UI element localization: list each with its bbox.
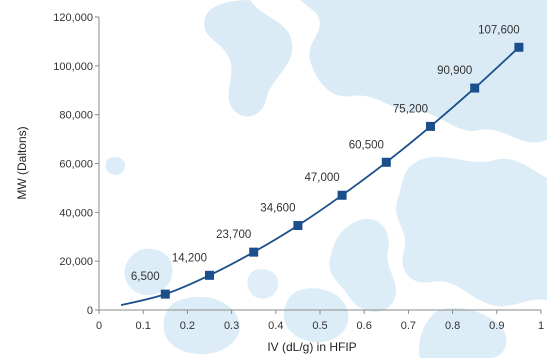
data-point-label: 14,200 — [172, 252, 207, 264]
data-point-marker — [381, 157, 391, 167]
data-point-label: 107,600 — [478, 24, 520, 36]
x-axis-title: IV (dL/g) in HFIP — [267, 340, 356, 354]
y-tick-label: 60,000 — [59, 159, 93, 171]
x-tick-label: 0.2 — [180, 320, 195, 332]
data-point-marker — [426, 121, 435, 131]
x-tick-label: 0.9 — [489, 320, 504, 332]
y-axis-title: MW (Daltons) — [15, 126, 29, 199]
x-axis-ticks: 0 0.1 0.2 0.3 0.4 0.5 0.6 0.7 0.8 0.9 1 — [96, 310, 544, 332]
y-axis-ticks: 0 20,000 40,000 60,000 80,000 100,000 120,000 — [53, 12, 99, 317]
data-point-label: 34,600 — [260, 203, 295, 215]
x-tick-label: 0.3 — [224, 320, 239, 332]
data-point-marker — [293, 221, 303, 231]
data-point-marker — [337, 190, 347, 200]
x-tick-label: 0.4 — [268, 320, 283, 332]
watermark-blob — [105, 156, 126, 176]
y-tick-label: 40,000 — [59, 207, 93, 219]
watermark-blob — [163, 296, 240, 355]
data-point-marker — [470, 83, 480, 93]
y-tick-label: 80,000 — [59, 110, 93, 122]
watermark-blob — [124, 248, 173, 296]
data-labels: 6,500 14,200 23,700 34,600 47,000 60,500 75,20… — [131, 24, 520, 283]
y-tick-label: 100,000 — [53, 61, 93, 73]
x-tick-label: 0.6 — [357, 320, 372, 332]
x-tick-label: 1 — [538, 320, 544, 332]
watermark-blob — [204, 0, 293, 117]
data-markers — [160, 42, 524, 299]
y-tick-label: 120,000 — [53, 12, 93, 24]
data-point-label: 60,500 — [349, 139, 384, 151]
watermark-blob — [396, 156, 547, 307]
data-point-label: 23,700 — [216, 229, 251, 241]
data-point-marker — [514, 42, 524, 52]
x-tick-label: 0.7 — [401, 320, 416, 332]
x-tick-label: 0.1 — [136, 320, 151, 332]
x-tick-label: 0.5 — [312, 320, 327, 332]
data-point-label: 47,000 — [305, 172, 340, 184]
watermark-blob — [300, 0, 547, 143]
data-point-label: 90,900 — [437, 65, 472, 77]
y-tick-label: 20,000 — [59, 256, 93, 268]
data-point-label: 75,200 — [393, 103, 428, 115]
watermark-blob — [418, 307, 507, 358]
watermark-blob — [329, 218, 397, 312]
watermark-blob — [283, 288, 349, 343]
watermark-blob — [247, 268, 279, 299]
y-tick-label: 0 — [87, 305, 93, 317]
series-line — [120, 46, 520, 306]
data-point-label: 6,500 — [131, 271, 160, 283]
data-point-marker — [205, 270, 214, 280]
x-tick-label: 0.8 — [445, 320, 460, 332]
x-tick-label: 0 — [96, 320, 102, 332]
background-watermark-pattern — [105, 0, 547, 358]
data-point-marker — [249, 247, 259, 257]
data-point-marker — [160, 289, 170, 299]
